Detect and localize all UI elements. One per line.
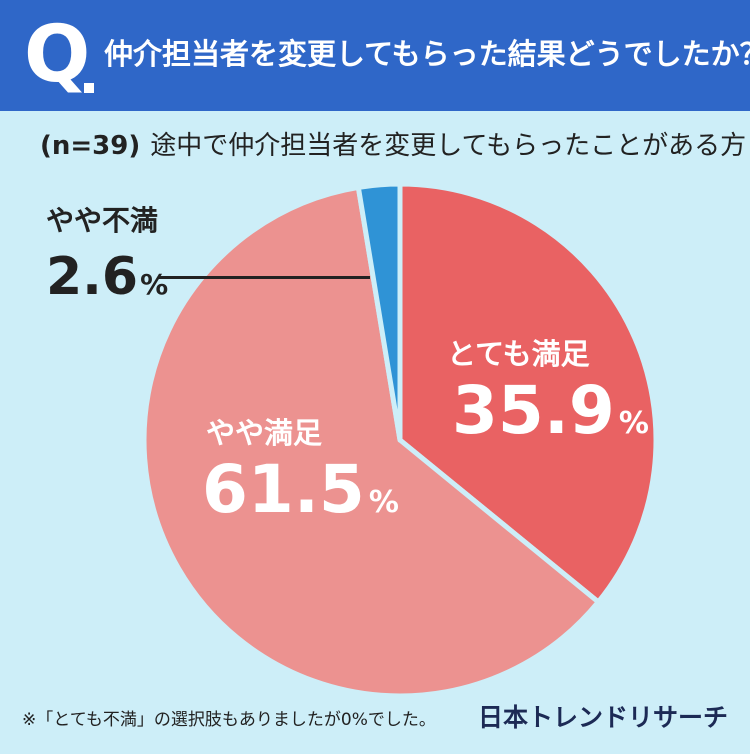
q-dot: [84, 83, 94, 93]
slice-label-somewhat-dissatisfied: やや不満: [46, 204, 159, 237]
slice-value-somewhat-satisfied: 61.5%: [202, 451, 399, 528]
respondent-description: 途中で仲介担当者を変更してもらったことがある方: [150, 131, 747, 161]
pie-slice-somewhat-dissatisfied: [355, 181, 403, 443]
slice-value-very-satisfied: 35.9%: [452, 372, 649, 449]
sample-description: (n=39) 途中で仲介担当者を変更してもらったことがある方: [40, 128, 746, 164]
slice-label-somewhat-satisfied: やや満足: [206, 416, 323, 450]
sample-size: (n=39): [40, 131, 141, 161]
q-letter: Q: [24, 10, 91, 100]
slice-value-somewhat-dissatisfied: 2.6%: [46, 247, 169, 307]
brand-logo: 日本トレンドリサーチ: [477, 703, 728, 732]
footnote: ※「とても不満」の選択肢もありましたが0%でした。: [22, 710, 436, 730]
pie-slice-somewhat-satisfied: [141, 184, 601, 699]
leader-line: [158, 276, 370, 279]
pie-slice-very-satisfied: [397, 181, 659, 605]
header-bar: Q 仲介担当者を変更してもらった結果どうでしたか？: [0, 0, 750, 111]
question-text: 仲介担当者を変更してもらった結果どうでしたか？: [104, 37, 750, 71]
slice-label-very-satisfied: とても満足: [447, 337, 590, 371]
